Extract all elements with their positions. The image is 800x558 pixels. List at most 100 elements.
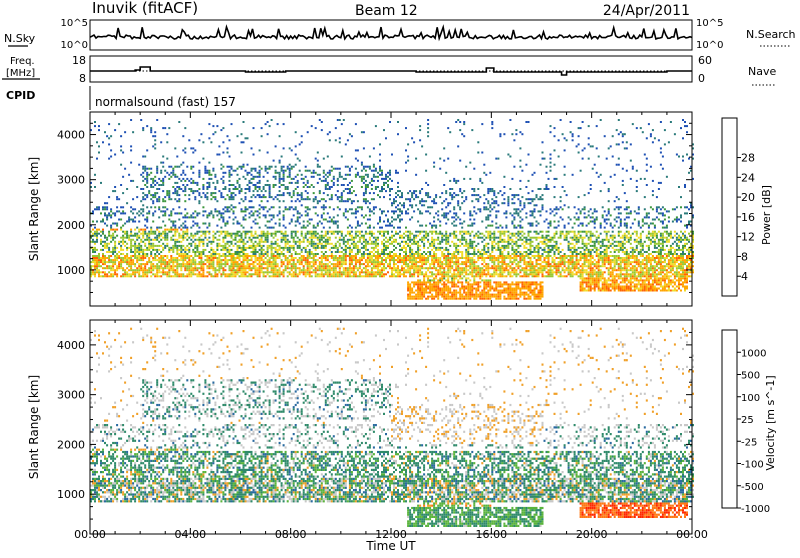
power-cell (170, 261, 172, 263)
power-cell (287, 247, 289, 249)
power-cell (405, 275, 407, 277)
power-cell (427, 192, 429, 194)
power-cell (172, 223, 174, 225)
power-cell (457, 261, 459, 263)
power-cell (281, 156, 283, 158)
power-cell (359, 271, 361, 273)
power-cell (243, 255, 245, 257)
power-cell (188, 188, 190, 190)
power-cell (283, 174, 285, 176)
power-cell (455, 231, 457, 233)
power-cell (142, 166, 144, 168)
power-cell (301, 259, 303, 261)
power-cell (353, 265, 355, 267)
power-cell (233, 253, 235, 255)
power-cell (110, 135, 112, 137)
power-cell (343, 212, 345, 214)
power-cell (321, 251, 323, 253)
power-cell (329, 239, 331, 241)
power-cell (409, 190, 411, 192)
power-cell (235, 275, 237, 277)
power-cell (383, 178, 385, 180)
power-cell (184, 180, 186, 182)
power-cell (473, 210, 475, 212)
power-cell (112, 261, 114, 263)
power-cell (231, 261, 233, 263)
power-cell (311, 241, 313, 243)
power-cell (202, 243, 204, 245)
power-cell (138, 210, 140, 212)
power-cell (351, 231, 353, 233)
power-cell (202, 210, 204, 212)
power-cell (303, 225, 305, 227)
power-cell (299, 245, 301, 247)
power-cell (120, 164, 122, 166)
power-cell (459, 223, 461, 225)
power-cell (375, 273, 377, 275)
power-cell (309, 261, 311, 263)
power-cell (457, 267, 459, 269)
power-cell (305, 271, 307, 273)
power-cell (164, 225, 166, 227)
power-cell (435, 273, 437, 275)
power-cell (335, 245, 337, 247)
power-cell (345, 235, 347, 237)
power-cell (425, 237, 427, 239)
power-cell (405, 253, 407, 255)
power-cell (128, 239, 130, 241)
power-cell (389, 267, 391, 269)
power-cell (405, 212, 407, 214)
power-cell (445, 286, 447, 288)
power-cell (309, 186, 311, 188)
power-cell (212, 182, 214, 184)
power-cell (349, 273, 351, 275)
power-cell (423, 296, 425, 298)
power-cell (214, 255, 216, 257)
power-cell (477, 275, 479, 277)
power-cell (413, 269, 415, 271)
power-cell (397, 265, 399, 267)
power-cell (315, 267, 317, 269)
power-cell (349, 269, 351, 271)
power-cell (136, 237, 138, 239)
power-cell (469, 235, 471, 237)
power-cell (156, 192, 158, 194)
power-cell (407, 245, 409, 247)
power-cell (253, 243, 255, 245)
power-cell (110, 156, 112, 158)
power-cell (463, 288, 465, 290)
power-cell (429, 296, 431, 298)
power-cell (235, 216, 237, 218)
power-cell (445, 243, 447, 245)
power-cell (192, 259, 194, 261)
power-cell (206, 172, 208, 174)
power-cell (134, 271, 136, 273)
power-cell (377, 237, 379, 239)
power-cell (419, 249, 421, 251)
power-cell (208, 174, 210, 176)
power-cell (383, 259, 385, 261)
power-cell (94, 271, 96, 273)
power-cell (351, 249, 353, 251)
power-cell (361, 243, 363, 245)
power-cell (447, 271, 449, 273)
power-cell (198, 170, 200, 172)
power-cell (295, 263, 297, 265)
power-cell (313, 259, 315, 261)
power-cell (419, 225, 421, 227)
power-cell (315, 233, 317, 235)
power-cell (441, 214, 443, 216)
power-cell (156, 235, 158, 237)
power-cell (146, 168, 148, 170)
power-cell (365, 231, 367, 233)
power-cell (285, 267, 287, 269)
power-cell (327, 275, 329, 277)
power-cell (433, 263, 435, 265)
power-cell (325, 247, 327, 249)
power-cell (369, 225, 371, 227)
power-cell (289, 176, 291, 178)
power-cell (427, 275, 429, 277)
power-cell (216, 210, 218, 212)
power-cell (233, 206, 235, 208)
power-cell (283, 184, 285, 186)
